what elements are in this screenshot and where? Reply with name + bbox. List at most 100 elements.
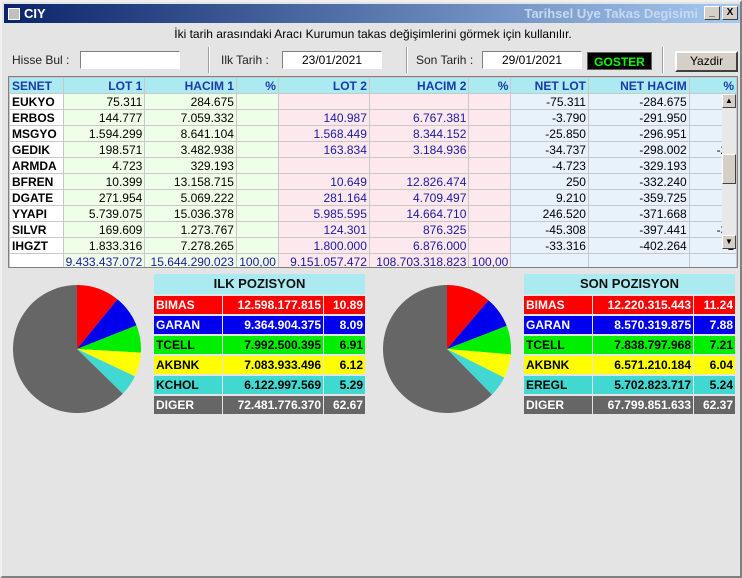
position-row[interactable]: TCELL 7.838.797.968 7.21 — [524, 336, 735, 354]
table-cell — [235, 141, 279, 158]
pie-slice-akbnk — [447, 349, 511, 378]
pie-slice-diger — [383, 285, 492, 413]
position-name: EREGL — [524, 376, 592, 394]
ilk-pozisyon-pie-chart — [12, 285, 141, 413]
table-cell: -3.790 — [510, 109, 589, 126]
position-row[interactable]: KCHOL 6.122.997.569 5.29 — [154, 376, 365, 394]
cell-senet: ERBOS — [9, 109, 64, 126]
pie-slice-eregl — [447, 349, 505, 395]
table-row[interactable]: BFREN 10.399 13.158.715 10.649 12.826.474 250… — [9, 173, 737, 190]
table-cell: 271.954 — [62, 189, 146, 206]
table-cell — [468, 205, 512, 222]
col-header-hacim2[interactable]: HACIM 2 — [368, 77, 470, 94]
col-header-net-lot[interactable]: NET LOT — [510, 77, 589, 94]
table-cell — [235, 221, 279, 238]
position-row[interactable]: GARAN 8.570.319.875 7.88 — [524, 316, 735, 334]
position-name: DIGER — [154, 396, 222, 414]
total-cell — [9, 253, 64, 267]
table-cell: 876.325 — [368, 221, 470, 238]
pie-slice-tcell — [77, 325, 141, 353]
col-header-senet[interactable]: SENET — [9, 77, 64, 94]
scroll-thumb[interactable] — [722, 154, 736, 184]
position-value: 12.598.177.815 — [223, 296, 323, 314]
position-row[interactable]: GARAN 9.364.904.375 8.09 — [154, 316, 365, 334]
table-cell — [468, 221, 512, 238]
goster-button[interactable]: GOSTER — [587, 52, 652, 70]
hisse-search-input[interactable] — [80, 51, 180, 69]
position-name: TCELL — [524, 336, 592, 354]
son-tarih-label: Son Tarih : — [416, 53, 474, 67]
position-value: 6.571.210.184 — [593, 356, 693, 374]
son-tarih-field[interactable]: 29/01/2021 — [482, 51, 582, 69]
table-row[interactable]: MSGYO 1.594.299 8.641.104 1.568.449 8.344.15… — [9, 125, 737, 142]
scroll-up-icon[interactable]: ▲ — [722, 94, 736, 108]
position-name: DIGER — [524, 396, 592, 414]
col-header-net-hacim[interactable]: NET HACIM — [587, 77, 690, 94]
close-button[interactable]: X — [722, 6, 738, 20]
position-name: BIMAS — [154, 296, 222, 314]
pie-slice-akbnk — [77, 349, 141, 377]
col-header-lot1[interactable]: LOT 1 — [62, 77, 146, 94]
position-pct: 6.91 — [324, 336, 365, 354]
col-header-lot2[interactable]: LOT 2 — [277, 77, 370, 94]
position-row[interactable]: DIGER 72.481.776.370 62.67 — [154, 396, 365, 414]
table-cell: -25.850 — [510, 125, 589, 142]
separator — [208, 47, 210, 73]
table-cell: 8.344.152 — [368, 125, 470, 142]
table-cell — [468, 93, 512, 110]
table-cell: -33.316 — [510, 237, 589, 254]
table-row[interactable]: GEDIK 198.571 3.482.938 163.834 3.184.936 -34… — [9, 141, 737, 158]
data-grid: SENET LOT 1 HACIM 1 % LOT 2 HACIM 2 % NE… — [8, 76, 738, 268]
table-cell: -296.951 — [587, 125, 690, 142]
table-cell: -397.441 — [587, 221, 690, 238]
yazdir-button[interactable]: Yazdir — [675, 51, 738, 72]
position-row[interactable]: BIMAS 12.598.177.815 10.89 — [154, 296, 365, 314]
position-row[interactable]: EREGL 5.702.823.717 5.24 — [524, 376, 735, 394]
table-cell: 13.158.715 — [144, 173, 237, 190]
col-header-hacim1[interactable]: HACIM 1 — [144, 77, 237, 94]
table-cell: 7.278.265 — [144, 237, 237, 254]
table-cell: 1.800.000 — [277, 237, 370, 254]
table-cell: 5.069.222 — [144, 189, 237, 206]
table-row[interactable]: YYAPI 5.739.075 15.036.378 5.985.595 14.664.… — [9, 205, 737, 222]
position-row[interactable]: DIGER 67.799.851.633 62.37 — [524, 396, 735, 414]
position-row[interactable]: AKBNK 7.083.933.496 6.12 — [154, 356, 365, 374]
table-cell: 6.876.000 — [368, 237, 470, 254]
table-cell: -284.675 — [587, 93, 690, 110]
position-value: 7.992.500.395 — [223, 336, 323, 354]
table-cell — [235, 237, 279, 254]
table-cell: 9.210 — [510, 189, 589, 206]
position-name: AKBNK — [524, 356, 592, 374]
total-cell: 100,00 — [468, 253, 512, 267]
position-row[interactable]: AKBNK 6.571.210.184 6.04 — [524, 356, 735, 374]
position-name: TCELL — [154, 336, 222, 354]
scroll-down-icon[interactable]: ▼ — [722, 235, 736, 249]
ilk-tarih-field[interactable]: 23/01/2021 — [282, 51, 382, 69]
title-bar: CIY Tarihsel Uye Takas Degisimi _ X — [4, 4, 740, 23]
table-cell: 5.985.595 — [277, 205, 370, 222]
table-cell: -332.240 — [587, 173, 690, 190]
total-cell: 108.703.318.823 — [368, 253, 470, 267]
col-header-pct2[interactable]: % — [468, 77, 512, 94]
position-value: 7.083.933.496 — [223, 356, 323, 374]
table-row[interactable]: ERBOS 144.777 7.059.332 140.987 6.767.381 -3.… — [9, 109, 737, 126]
table-cell: 144.777 — [62, 109, 146, 126]
position-row[interactable]: TCELL 7.992.500.395 6.91 — [154, 336, 365, 354]
table-cell: 124.301 — [277, 221, 370, 238]
table-row[interactable]: ARMDA 4.723 329.193 -4.723 -329.193 — [9, 157, 737, 174]
table-row[interactable]: DGATE 271.954 5.069.222 281.164 4.709.497 9.2… — [9, 189, 737, 206]
col-header-pct3[interactable]: % — [688, 77, 737, 94]
cell-senet: GEDIK — [9, 141, 64, 158]
table-row[interactable]: IHGZT 1.833.316 7.278.265 1.800.000 6.876.00… — [9, 237, 737, 254]
vertical-scrollbar[interactable]: ▲ ▼ — [722, 94, 736, 249]
position-pct: 62.67 — [324, 396, 365, 414]
table-row[interactable]: EUKYO 75.311 284.675 -75.311 -284.675 — [9, 93, 737, 110]
minimize-button[interactable]: _ — [704, 6, 720, 20]
pie-slice-garan — [77, 299, 137, 349]
table-row[interactable]: SILVR 169.609 1.273.767 124.301 876.325 -45.3… — [9, 221, 737, 238]
position-row[interactable]: BIMAS 12.220.315.443 11.24 — [524, 296, 735, 314]
total-cell: 9.433.437.072 — [62, 253, 146, 267]
table-cell — [235, 189, 279, 206]
col-header-pct1[interactable]: % — [235, 77, 279, 94]
